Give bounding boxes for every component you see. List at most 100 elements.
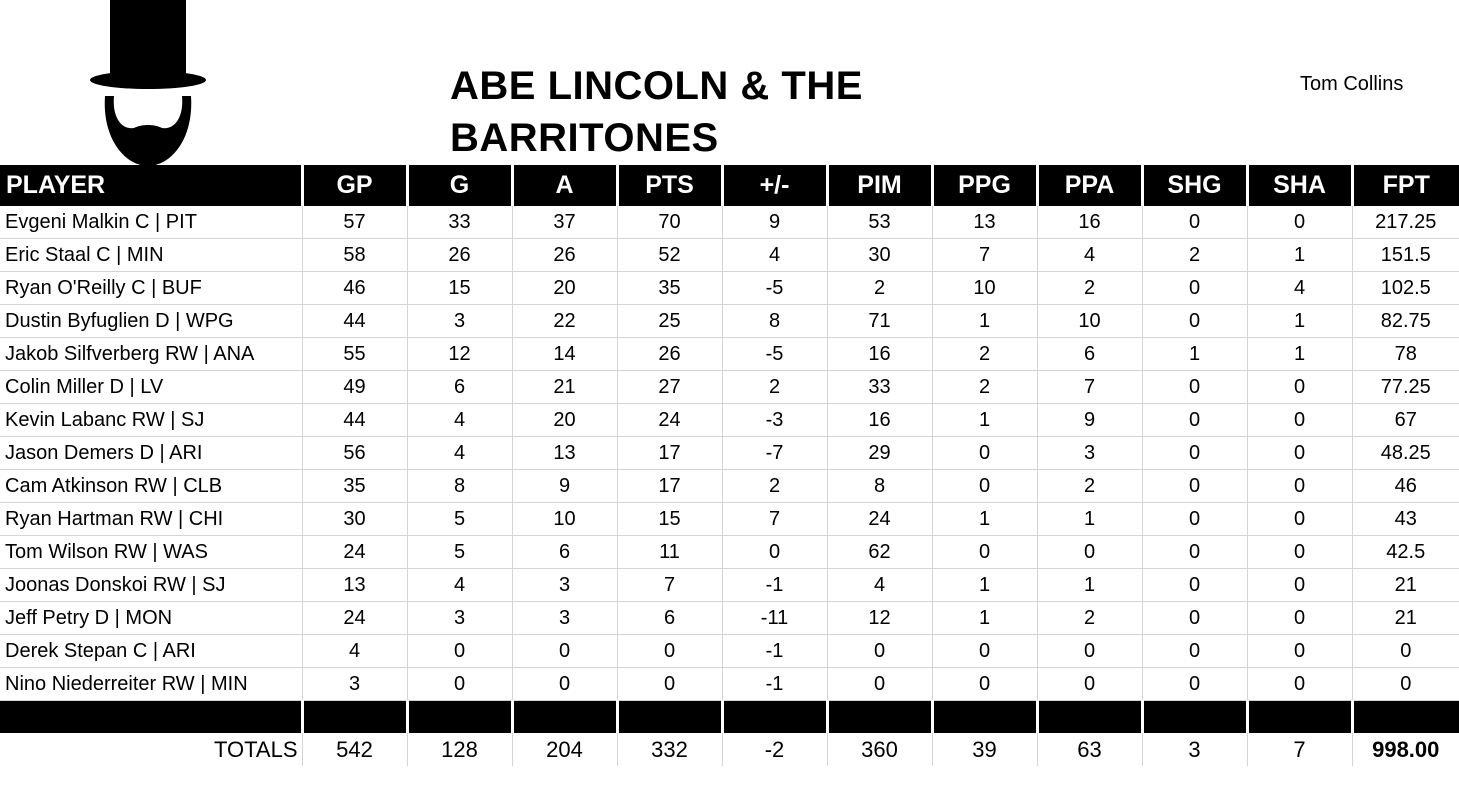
column-header-stat: GP: [302, 165, 409, 206]
stat-cell: 0: [722, 535, 828, 569]
table-row: Jakob Silfverberg RW | ANA 55 12 14 26 -5 16 2 6…: [0, 337, 1459, 371]
stat-cell: 6: [1037, 337, 1143, 371]
stat-cell: 24: [827, 502, 933, 536]
stat-cell: 4: [722, 238, 828, 272]
column-header-stat: G: [407, 165, 514, 206]
table-row: Cam Atkinson RW | CLB 35 8 9 17 2 8 0 2 0 0 46: [0, 469, 1459, 503]
separator-cell: [302, 700, 409, 733]
stat-cell: 16: [1037, 206, 1143, 239]
stat-cell: 67: [1352, 403, 1459, 437]
table-row: Colin Miller D | LV 49 6 21 27 2 33 2 7 0 0 77.25: [0, 370, 1459, 404]
stat-cell: 0: [407, 634, 513, 668]
stat-cell: 3: [512, 601, 618, 635]
stat-cell: 7: [932, 238, 1038, 272]
stat-cell: 4: [827, 568, 933, 602]
separator-cell: [0, 700, 304, 733]
stat-cell: 4: [1247, 271, 1353, 305]
stat-cell: 0: [1142, 502, 1248, 536]
stat-cell: 9: [722, 206, 828, 239]
stat-cell: 0: [1142, 370, 1248, 404]
stat-cell: 27: [617, 370, 723, 404]
stat-cell: 3: [407, 601, 513, 635]
player-name-cell: Cam Atkinson RW | CLB: [0, 469, 303, 503]
stat-cell: 7: [722, 502, 828, 536]
stat-cell: 0: [1142, 436, 1248, 470]
stat-cell: 217.25: [1352, 206, 1459, 239]
stat-cell: -5: [722, 271, 828, 305]
column-header-stat: PIM: [827, 165, 934, 206]
stat-cell: 12: [827, 601, 933, 635]
stat-cell: 17: [617, 436, 723, 470]
stat-cell: 10: [512, 502, 618, 536]
stat-cell: 20: [512, 271, 618, 305]
stat-cell: 9: [1037, 403, 1143, 437]
stat-cell: 29: [827, 436, 933, 470]
stat-cell: 1: [932, 403, 1038, 437]
stat-cell: 0: [827, 667, 933, 701]
stat-cell: 26: [617, 337, 723, 371]
stat-cell: 53: [827, 206, 933, 239]
totals-row: TOTALS 542 128 204 332 -2 360 39 63 3 7 998.00: [0, 733, 1459, 766]
table-row: Ryan O'Reilly C | BUF 46 15 20 35 -5 2 10 2 0 4 102…: [0, 271, 1459, 305]
player-name-cell: Joonas Donskoi RW | SJ: [0, 568, 303, 602]
table-row: Evgeni Malkin C | PIT 57 33 37 70 9 53 13 16 0 0 21…: [0, 206, 1459, 239]
stat-cell: 0: [512, 667, 618, 701]
total-cell: 204: [512, 733, 618, 766]
stat-cell: 0: [1142, 469, 1248, 503]
stat-cell: 5: [407, 535, 513, 569]
stat-cell: 15: [617, 502, 723, 536]
player-name-cell: Jeff Petry D | MON: [0, 601, 303, 635]
stat-cell: 56: [302, 436, 408, 470]
stat-cell: 1: [1247, 304, 1353, 338]
table-row: Dustin Byfuglien D | WPG 44 3 22 25 8 71 1 10 0 1 8…: [0, 304, 1459, 338]
stat-cell: 2: [1142, 238, 1248, 272]
totals-label: TOTALS: [0, 733, 303, 766]
total-cell: -2: [722, 733, 828, 766]
stat-cell: 21: [1352, 568, 1459, 602]
column-header-stat: PTS: [617, 165, 724, 206]
stat-cell: 33: [827, 370, 933, 404]
stat-cell: 0: [1247, 469, 1353, 503]
stat-cell: -1: [722, 634, 828, 668]
stat-cell: 2: [1037, 469, 1143, 503]
stat-cell: 4: [302, 634, 408, 668]
stat-cell: 5: [407, 502, 513, 536]
stat-cell: 71: [827, 304, 933, 338]
stat-cell: 0: [1247, 206, 1353, 239]
stat-cell: -11: [722, 601, 828, 635]
stat-cell: 9: [512, 469, 618, 503]
stat-cell: 13: [932, 206, 1038, 239]
stat-cell: 2: [827, 271, 933, 305]
stat-cell: 2: [1037, 601, 1143, 635]
stat-cell: 0: [932, 634, 1038, 668]
stat-cell: -7: [722, 436, 828, 470]
player-name-cell: Ryan Hartman RW | CHI: [0, 502, 303, 536]
stat-cell: 0: [1247, 568, 1353, 602]
stat-cell: 0: [1142, 601, 1248, 635]
table-row: Eric Staal C | MIN 58 26 26 52 4 30 7 4 2 1 151.5: [0, 238, 1459, 272]
stat-cell: 0: [1037, 634, 1143, 668]
stat-cell: 0: [932, 535, 1038, 569]
separator-cell: [722, 700, 829, 733]
separator-cell: [617, 700, 724, 733]
stat-cell: 8: [722, 304, 828, 338]
stat-cell: 13: [512, 436, 618, 470]
total-cell: 7: [1247, 733, 1353, 766]
stat-cell: 22: [512, 304, 618, 338]
table-row: Ryan Hartman RW | CHI 30 5 10 15 7 24 1 1 0 0 43: [0, 502, 1459, 536]
stat-cell: 1: [1247, 337, 1353, 371]
player-name-cell: Jason Demers D | ARI: [0, 436, 303, 470]
stat-cell: 0: [1247, 667, 1353, 701]
stat-cell: -1: [722, 667, 828, 701]
total-cell: 360: [827, 733, 933, 766]
stat-cell: 70: [617, 206, 723, 239]
stat-cell: 1: [932, 304, 1038, 338]
stat-cell: 10: [1037, 304, 1143, 338]
table-row: Kevin Labanc RW | SJ 44 4 20 24 -3 16 1 9 0 0 67: [0, 403, 1459, 437]
stat-cell: 0: [1142, 667, 1248, 701]
stat-cell: 21: [512, 370, 618, 404]
stat-cell: 0: [1142, 206, 1248, 239]
stat-cell: 43: [1352, 502, 1459, 536]
stat-cell: 14: [512, 337, 618, 371]
player-name-cell: Kevin Labanc RW | SJ: [0, 403, 303, 437]
